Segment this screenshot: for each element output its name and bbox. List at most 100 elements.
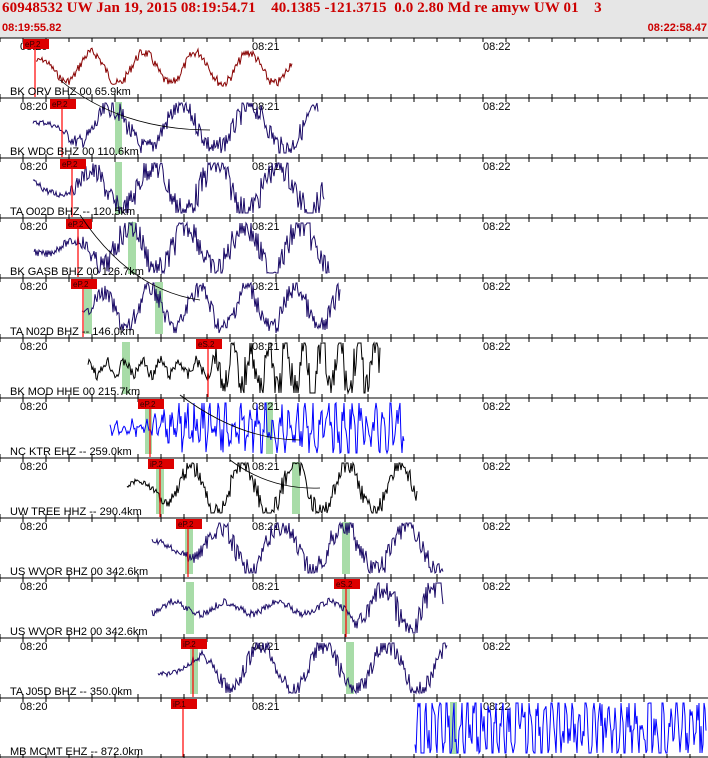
event-title: 60948532 UW Jan 19, 2015 08:19:54.71 40.… bbox=[2, 0, 602, 16]
phase-window bbox=[128, 222, 136, 274]
phase-pick-marker[interactable] bbox=[71, 279, 97, 289]
waveform bbox=[157, 641, 448, 695]
phase-pick-label: eP.2 bbox=[68, 220, 84, 229]
waveform bbox=[126, 461, 418, 515]
phase-window bbox=[346, 642, 354, 694]
event-header: 60948532 UW Jan 19, 2015 08:19:54.71 40.… bbox=[0, 0, 708, 38]
channel-label: US WVOR BHZ 00 342.6km bbox=[10, 566, 148, 578]
phase-window bbox=[122, 342, 130, 394]
phase-pick-marker[interactable] bbox=[60, 159, 86, 169]
time-label: 08:20 bbox=[20, 461, 48, 473]
phase-pick-label: eP.2 bbox=[178, 520, 194, 529]
time-label: 08:21 bbox=[252, 221, 280, 233]
channel-label: BK GASB BHZ 00 126.7km bbox=[10, 266, 144, 278]
trace-row[interactable]: 08:20 08:21 08:22 iP.1 MB MCMT EHZ -- 872.0k… bbox=[0, 697, 708, 758]
phase-pick-marker[interactable] bbox=[181, 639, 207, 649]
time-label: 08:22 bbox=[483, 221, 511, 233]
phase-pick-marker[interactable] bbox=[196, 339, 222, 349]
waveform bbox=[151, 521, 444, 574]
phase-pick-marker[interactable] bbox=[334, 579, 360, 589]
waveform bbox=[32, 161, 325, 214]
waveform bbox=[35, 47, 293, 88]
trace-row[interactable]: 08:20 08:21 08:22 eS.2 BK MOD HHE 00 215.7km bbox=[0, 337, 708, 398]
channel-label: TA N02D BHZ -- 146.0km bbox=[10, 326, 135, 338]
phase-window bbox=[266, 402, 273, 454]
phase-window bbox=[342, 522, 350, 574]
time-label: 08:21 bbox=[252, 461, 280, 473]
time-label: 08:20 bbox=[20, 521, 48, 533]
time-label: 08:20 bbox=[20, 401, 48, 413]
time-label: 08:22 bbox=[483, 641, 511, 653]
phase-pick-marker[interactable] bbox=[176, 519, 202, 529]
phase-pick-label: iP.2 bbox=[150, 460, 163, 469]
waveform bbox=[151, 582, 444, 634]
window-end-time: 08:22:58.47 bbox=[647, 22, 707, 34]
phase-pick-marker[interactable] bbox=[148, 459, 174, 469]
phase-pick-label: eP.2 bbox=[73, 280, 89, 289]
phase-window bbox=[450, 702, 457, 754]
time-label: 08:22 bbox=[483, 41, 511, 53]
phase-pick-label: eP.2 bbox=[25, 40, 41, 49]
trace-row[interactable]: 08:20 08:21 08:22 eP.2 BK WDC BHZ 00 110.6km bbox=[0, 97, 708, 158]
time-label: 08:21 bbox=[252, 581, 280, 593]
phase-pick-marker[interactable] bbox=[66, 219, 92, 229]
phase-pick-marker[interactable] bbox=[171, 699, 197, 709]
phase-pick-label: eP.2 bbox=[62, 160, 78, 169]
phase-window bbox=[115, 162, 122, 214]
phase-pick-label: eP.2 bbox=[140, 400, 156, 409]
time-label: 08:22 bbox=[483, 341, 511, 353]
trace-row[interactable]: 08:20 08:21 08:22 eP.2 TA N02D BHZ -- 146.0k… bbox=[0, 277, 708, 338]
time-label: 08:20 bbox=[20, 221, 48, 233]
time-label: 08:20 bbox=[20, 581, 48, 593]
time-label: 08:22 bbox=[483, 401, 511, 413]
phase-pick-label: eS.2 bbox=[336, 580, 353, 589]
channel-label: TA J05D BHZ -- 350.0km bbox=[10, 686, 132, 698]
phase-pick-marker[interactable] bbox=[138, 399, 164, 409]
time-label: 08:21 bbox=[252, 101, 280, 113]
time-label: 08:22 bbox=[483, 521, 511, 533]
channel-label: BK ORV BHZ 00 65.9km bbox=[10, 86, 131, 98]
time-label: 08:21 bbox=[252, 701, 280, 713]
time-label: 08:22 bbox=[483, 461, 511, 473]
time-label: 08:22 bbox=[483, 701, 511, 713]
time-label: 08:22 bbox=[483, 101, 511, 113]
waveform bbox=[87, 341, 381, 395]
time-label: 08:20 bbox=[20, 101, 48, 113]
phase-window bbox=[155, 282, 163, 334]
phase-pick-label: iP.1 bbox=[173, 700, 186, 709]
trace-row[interactable]: 08:20 08:21 08:22 eP.2 US WVOR BHZ 00 342.6k… bbox=[0, 517, 708, 578]
trace-row[interactable]: 08:20 08:21 08:22 eS.2 US WVOR BH2 00 342.6k… bbox=[0, 577, 708, 638]
window-start-time: 08:19:55.82 bbox=[2, 22, 62, 34]
time-label: 08:22 bbox=[483, 161, 511, 173]
phase-window bbox=[190, 642, 198, 694]
travel-time-curve bbox=[59, 79, 321, 489]
channel-label: TA O02D BHZ -- 120.5km bbox=[10, 206, 135, 218]
time-label: 08:22 bbox=[483, 281, 511, 293]
phase-window bbox=[185, 522, 193, 574]
phase-pick-marker[interactable] bbox=[50, 99, 76, 109]
phase-pick-marker[interactable] bbox=[23, 39, 49, 49]
waveform bbox=[109, 401, 405, 455]
time-label: 08:21 bbox=[252, 41, 280, 53]
channel-label: BK MOD HHE 00 215.7km bbox=[10, 386, 140, 398]
trace-row[interactable]: 08:20 08:21 08:22 eP.2 BK GASB BHZ 00 126.7k… bbox=[0, 217, 708, 278]
channel-label: NC KTR EHZ -- 259.0km bbox=[10, 446, 132, 458]
time-label: 08:20 bbox=[20, 641, 48, 653]
trace-row[interactable]: 08:20 08:21 08:22 iP.2 UW TREE HHZ -- 290.4k… bbox=[0, 457, 708, 518]
phase-pick-label: iP.2 bbox=[183, 640, 196, 649]
waveform bbox=[414, 701, 707, 755]
time-label: 08:20 bbox=[20, 161, 48, 173]
phase-window bbox=[292, 462, 300, 514]
time-label: 08:20 bbox=[20, 281, 48, 293]
channel-label: MB MCMT EHZ -- 872.0km bbox=[10, 746, 143, 758]
channel-label: UW TREE HHZ -- 290.4km bbox=[10, 506, 142, 518]
channel-label: US WVOR BH2 00 342.6km bbox=[10, 626, 148, 638]
waveform bbox=[81, 281, 341, 334]
phase-window bbox=[115, 102, 122, 154]
phase-pick-label: eP.2 bbox=[52, 100, 68, 109]
